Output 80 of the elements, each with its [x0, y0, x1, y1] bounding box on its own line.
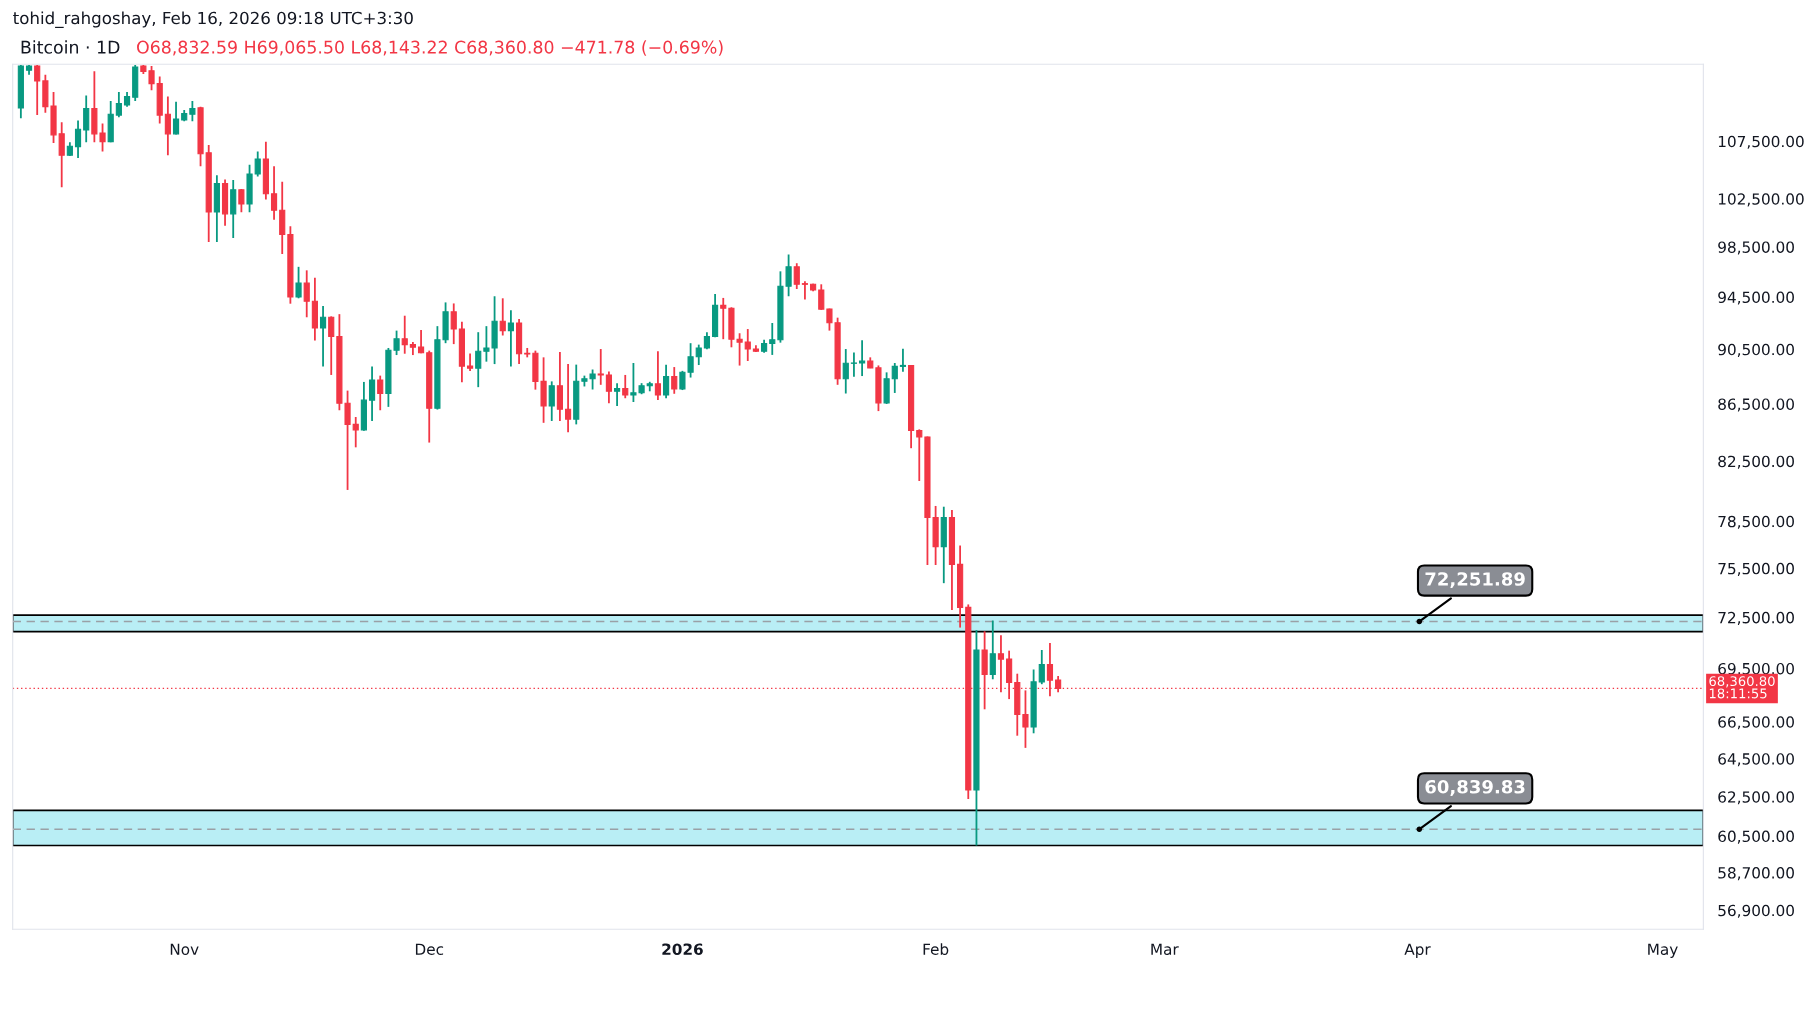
- y-tick-label: 56,900.00: [1718, 904, 1794, 918]
- candlestick: [891, 362, 898, 394]
- ref-line-label: 72,251.89: [1425, 572, 1525, 589]
- candlestick: [450, 302, 457, 346]
- y-tick-label: 62,500.00: [1718, 791, 1794, 805]
- x-tick-label: Nov: [170, 943, 199, 956]
- candlestick: [83, 94, 90, 144]
- candlestick: [164, 95, 171, 157]
- candlestick: [564, 363, 572, 434]
- candlestick: [401, 314, 408, 355]
- candlestick: [769, 322, 776, 356]
- y-tick-label: 90,500.00: [1718, 343, 1794, 357]
- candlestick: [507, 309, 514, 368]
- y-tick-label: 98,500.00: [1718, 241, 1794, 255]
- candlestick: [295, 265, 302, 300]
- candlestick: [34, 64, 41, 116]
- candlestick: [899, 347, 907, 373]
- y-tick-label: 78,500.00: [1718, 515, 1794, 529]
- candlestick: [115, 91, 122, 119]
- candlestick: [859, 339, 866, 377]
- candlestick: [1038, 649, 1045, 686]
- y-tick-label: 69,500.00: [1718, 662, 1794, 677]
- candlestick: [989, 619, 996, 681]
- ref-line-label: 68,360.80 18:11:55: [1709, 676, 1775, 699]
- candlestick: [58, 121, 65, 189]
- candlestick: [654, 350, 662, 401]
- text: O68,832.59 H69,065.50 L68,143.22 C68,360.80 −471.78 (−0.69%): [137, 40, 723, 56]
- x-tick-label: Feb: [923, 943, 949, 956]
- y-tick-label: 72,500.00: [1718, 611, 1794, 625]
- x-tick-label: Dec: [415, 943, 444, 956]
- y-tick-label: 64,500.00: [1718, 753, 1794, 767]
- candlestick: [254, 150, 261, 178]
- y-tick-label: 94,500.00: [1718, 291, 1794, 305]
- y-tick-label: 82,500.00: [1718, 455, 1794, 469]
- candlestick: [916, 428, 923, 482]
- candlestick: [695, 343, 702, 366]
- y-tick-label: 75,500.00: [1718, 562, 1794, 576]
- y-tick-label: 66,500.00: [1718, 716, 1794, 730]
- chart-subtitle: Bitcoin · 1D: [21, 40, 120, 54]
- y-tick-label: 86,500.00: [1718, 398, 1794, 412]
- x-tick-label: Mar: [1151, 943, 1179, 956]
- x-tick-label: 2026: [662, 943, 703, 956]
- candlestick: [1006, 649, 1013, 700]
- candlestick: [230, 179, 237, 239]
- candlestick: [744, 328, 751, 362]
- candlestick: [303, 269, 310, 319]
- candlestick: [663, 363, 670, 400]
- candlestick: [352, 416, 359, 449]
- candlestick: [671, 366, 678, 395]
- candlestick: [613, 382, 621, 407]
- candlestick: [605, 370, 613, 405]
- candlestick: [368, 365, 376, 422]
- candlestick: [556, 351, 563, 422]
- candlestick: [548, 380, 555, 422]
- candlestick: [475, 331, 482, 389]
- candlestick: [328, 315, 335, 376]
- candlestick: [270, 165, 278, 221]
- candlestick: [622, 374, 629, 400]
- candlestick: [997, 634, 1005, 694]
- candlestick: [597, 348, 604, 386]
- candlestick: [850, 351, 858, 378]
- candlestick: [842, 348, 849, 395]
- candlestick: [74, 119, 82, 159]
- candlestick: [793, 262, 800, 290]
- candlestick: [172, 100, 180, 136]
- candlestick: [377, 374, 384, 412]
- y-tick-label: 60,500.00: [1718, 830, 1794, 844]
- candlestick: [720, 297, 727, 341]
- chart-title: tohid_rahgoshay, Feb 16, 2026 09:18 UTC+3:30: [13, 11, 413, 28]
- y-tick-label: 102,500.00: [1718, 193, 1804, 207]
- y-tick-label: 58,700.00: [1718, 867, 1794, 881]
- candlestick: [319, 305, 327, 368]
- candlestick: [801, 280, 809, 301]
- x-tick-label: May: [1648, 943, 1678, 958]
- x-tick-label: Apr: [1404, 943, 1431, 958]
- ref-line-label: 60,839.83: [1425, 779, 1525, 796]
- y-tick-label: 107,500.00: [1718, 135, 1804, 149]
- candlestick: [818, 283, 825, 311]
- candlestick: [189, 100, 196, 123]
- candlestick: [499, 297, 506, 337]
